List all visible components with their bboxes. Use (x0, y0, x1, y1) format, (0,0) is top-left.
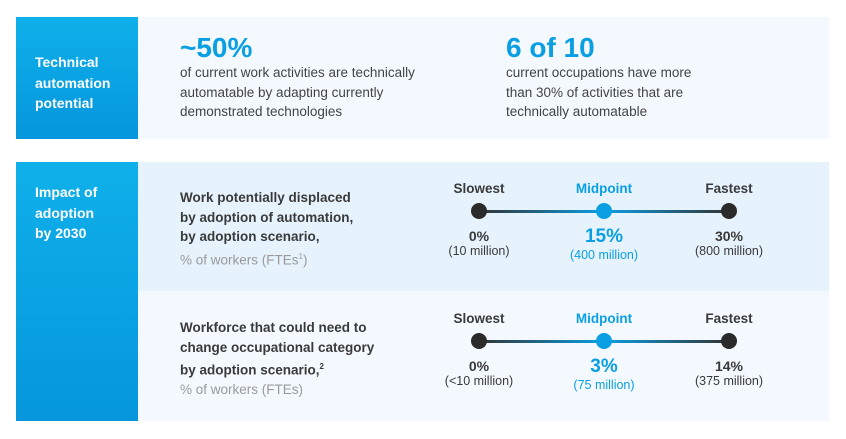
label-line: by 2030 (35, 225, 87, 241)
row-title-occupation-change: Workforce that could need to change occu… (180, 318, 374, 400)
text-line: current occupations have more (506, 65, 692, 80)
scenario-name: Slowest (453, 181, 505, 196)
text-line: Work potentially displaced (180, 190, 351, 205)
label-line: Technical (35, 54, 99, 70)
scenario-value: 3% (590, 356, 618, 377)
stat-six-of-ten: 6 of 10 current occupations have more th… (506, 33, 691, 122)
impact-of-adoption-label: Impact of adoption by 2030 (16, 162, 138, 421)
scenario-fastest: Fastest 14% (375 million) (664, 311, 794, 388)
stat-value: 6 of 10 (506, 32, 595, 63)
label-line: Impact of (35, 184, 98, 200)
text-line: by adoption scenario, (180, 229, 320, 244)
scenario-slowest: Slowest 0% (10 million) (414, 181, 544, 258)
fastest-dot (721, 333, 737, 349)
scenario-value: 14% (714, 358, 744, 374)
slowest-dot (471, 203, 487, 219)
text-line: demonstrated technologies (180, 104, 343, 119)
scenario-value: 30% (714, 228, 744, 244)
text-line: Workforce that could need to (180, 320, 367, 335)
scenario-value: 0% (468, 228, 490, 244)
stat-value: ~50% (180, 32, 253, 63)
scenario-name: Fastest (705, 181, 753, 196)
scenario-name: Fastest (705, 311, 753, 326)
label-line: adoption (35, 204, 95, 221)
scenario-midpoint: Midpoint 15% (400 million) (539, 181, 669, 262)
scenario-detail: (800 million) (694, 244, 764, 258)
text-line: of current work activities are technical… (180, 65, 415, 80)
text-line: automatable by adapting currently (180, 84, 384, 100)
label-line: potential (35, 95, 94, 111)
text-line: technically automatable (506, 104, 648, 119)
footnote-marker: 2 (319, 362, 324, 371)
scenario-detail: (400 million) (569, 248, 639, 262)
scenario-slowest: Slowest 0% (<10 million) (414, 311, 544, 388)
scenario-midpoint: Midpoint 3% (75 million) (539, 311, 669, 392)
text-line: than 30% of activities that are (506, 84, 684, 100)
label-line: automation (35, 74, 111, 91)
text-line: by adoption of automation, (180, 209, 354, 225)
scenario-name: Midpoint (575, 181, 633, 196)
text-line: change occupational category (180, 339, 375, 355)
scenario-value: 15% (584, 226, 624, 247)
scenario-detail: (375 million) (694, 374, 764, 388)
scenario-name: Slowest (453, 311, 505, 326)
footnote-marker: 1 (298, 251, 303, 261)
impact-row-displaced (138, 162, 829, 291)
scenario-detail: (<10 million) (444, 374, 514, 388)
unit-text: % of workers (FTEs (180, 252, 299, 267)
midpoint-dot (596, 333, 612, 349)
impact-row-occupation-change (138, 291, 829, 421)
scenario-name: Midpoint (575, 311, 633, 326)
technical-automation-label: Technical automation potential (16, 17, 138, 139)
stat-fifty-percent: ~50% of current work activities are tech… (180, 33, 415, 122)
text-line: by adoption scenario, (180, 362, 320, 378)
scenario-fastest: Fastest 30% (800 million) (664, 181, 794, 258)
stat-text: current occupations have more than 30% o… (506, 63, 691, 122)
scenario-detail: (75 million) (573, 378, 635, 392)
unit-text-end: ) (302, 252, 308, 267)
stat-text: of current work activities are technical… (180, 63, 415, 122)
row-title-displaced: Work potentially displaced by adoption o… (180, 188, 353, 270)
scenario-value: 0% (468, 358, 490, 374)
slowest-dot (471, 333, 487, 349)
fastest-dot (721, 203, 737, 219)
midpoint-dot (596, 203, 612, 219)
scenario-detail: (10 million) (448, 244, 510, 258)
unit-text: % of workers (FTEs) (180, 382, 304, 397)
technical-automation-panel (138, 17, 829, 139)
